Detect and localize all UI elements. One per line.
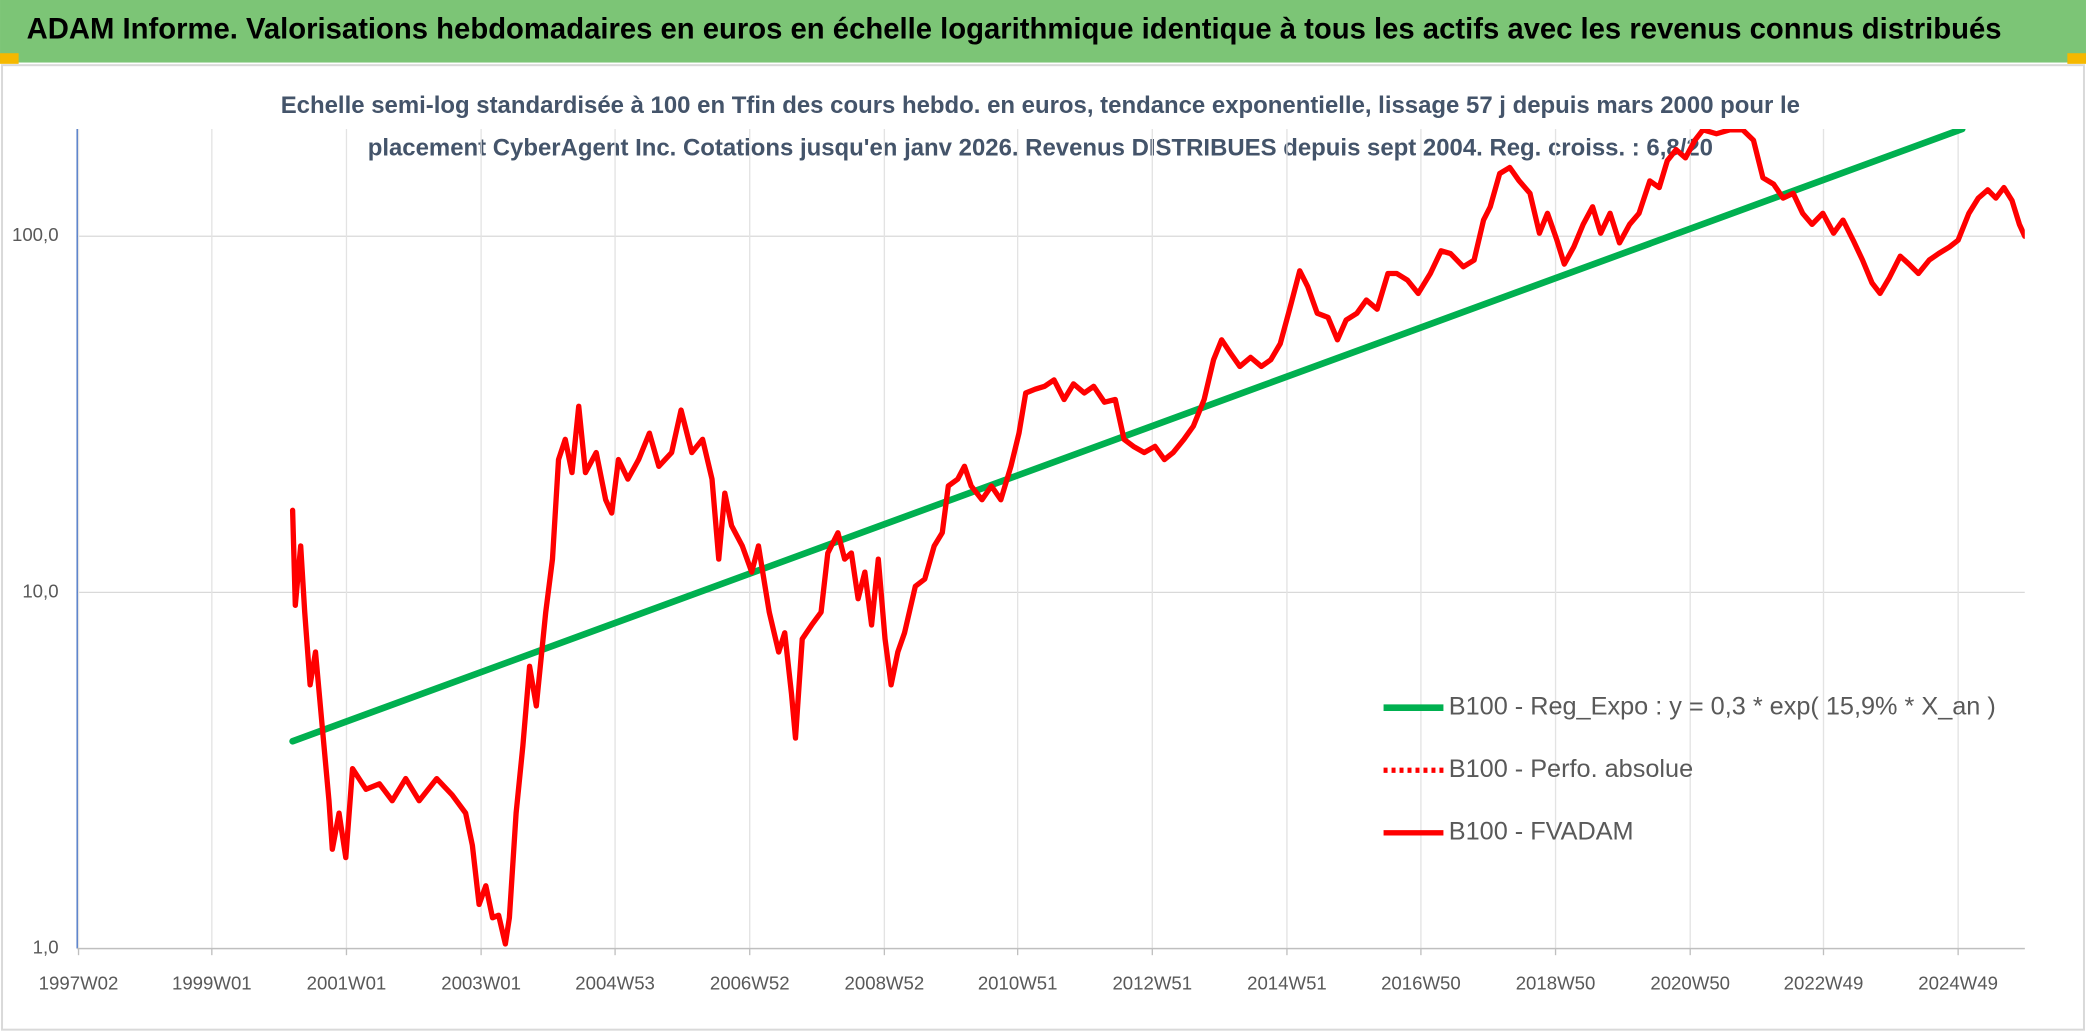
- x-tick-label: 2003W01: [441, 972, 521, 993]
- grid: [77, 129, 2025, 950]
- x-tick-label: 2016W50: [1381, 972, 1461, 993]
- x-tick-label: 1999W01: [172, 972, 252, 993]
- data-line: [289, 129, 2025, 947]
- corner-mark: [0, 53, 19, 64]
- legend-label: B100 - Perfo. absolue: [1449, 755, 1693, 783]
- x-tick-label: 2012W51: [1112, 972, 1192, 993]
- x-tick-label: 1997W02: [39, 972, 119, 993]
- x-tick-label: 2024W49: [1918, 972, 1998, 993]
- data-line: [289, 129, 1966, 745]
- chart-subtitle: Echelle semi-log standardisée à 100 en T…: [281, 92, 1800, 119]
- legend: B100 - Reg_Expo : y = 0,3 * exp( 15,9% *…: [1383, 692, 1996, 845]
- legend-label: B100 - Reg_Expo : y = 0,3 * exp( 15,9% *…: [1449, 692, 1996, 720]
- axes: 1,0 10,0 100,0 1997W02 1999W01 2001W01 2003W01…: [12, 129, 2025, 993]
- chart-border: [1, 64, 2085, 1031]
- y-tick-label: 10,0: [22, 580, 58, 601]
- x-tick-label: 2008W52: [845, 972, 925, 993]
- x-tick-label: 2004W53: [575, 972, 655, 993]
- chart-title: ADAM Informe. Valorisations hebdomadaire…: [27, 13, 2002, 45]
- y-tick-label: 100,0: [12, 224, 59, 245]
- chart-subtitle: placement CyberAgent Inc. Cotations jusq…: [368, 134, 1713, 161]
- y-tick-label: 1,0: [33, 936, 59, 957]
- x-tick-label: 2014W51: [1247, 972, 1327, 993]
- x-tick-label: 2020W50: [1650, 972, 1730, 993]
- plot-area: [289, 129, 2025, 947]
- x-tick-label: 2001W01: [307, 972, 387, 993]
- x-tick-label: 2010W51: [978, 972, 1058, 993]
- x-tick-label: 2018W50: [1516, 972, 1596, 993]
- legend-label: B100 - FVADAM: [1449, 817, 1634, 845]
- header-bar: [0, 0, 2086, 63]
- corner-mark: [2067, 53, 2086, 64]
- x-tick-label: 2022W49: [1784, 972, 1864, 993]
- x-tick-label: 2006W52: [710, 972, 790, 993]
